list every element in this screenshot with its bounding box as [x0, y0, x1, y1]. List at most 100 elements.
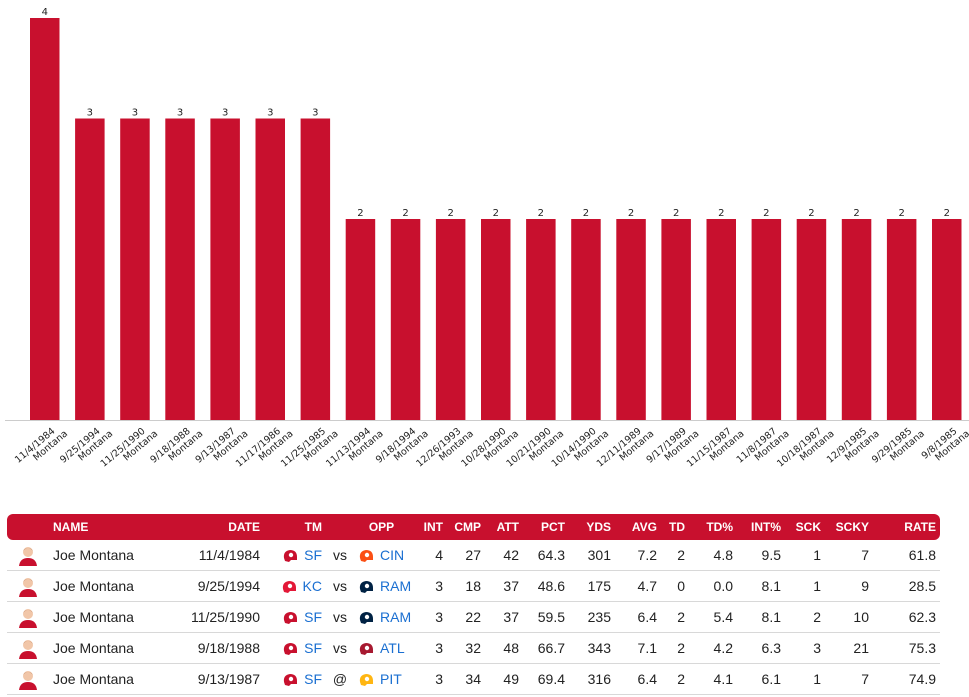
game-date-link[interactable]: 11/25/1990: [149, 601, 264, 633]
team-link[interactable]: SF: [304, 608, 322, 625]
bar-value-label: 2: [628, 208, 634, 219]
game-date-link[interactable]: 9/25/1994: [149, 570, 264, 602]
bar[interactable]: [255, 118, 286, 421]
bar-value-label: 2: [718, 208, 724, 219]
sck-value: 1: [785, 540, 825, 571]
player-name-link[interactable]: Joe Montana: [49, 663, 149, 695]
team-link[interactable]: SF: [304, 639, 322, 656]
bar[interactable]: [886, 219, 917, 420]
bar[interactable]: [706, 219, 737, 420]
team-cell: SF: [264, 663, 326, 695]
header-sck[interactable]: SCK: [785, 514, 825, 540]
bar[interactable]: [796, 219, 827, 420]
opponent-cell: CIN: [354, 540, 409, 571]
yds-value: 235: [569, 601, 615, 633]
header-pct[interactable]: PCT: [523, 514, 569, 540]
bar-value-label: 2: [944, 208, 950, 219]
team-cell: KC: [264, 570, 326, 602]
header-td[interactable]: TD: [661, 514, 689, 540]
opponent-helmet-icon: [359, 643, 373, 656]
bar[interactable]: [210, 118, 240, 421]
bar-value-label: 3: [267, 108, 273, 119]
bar[interactable]: [661, 219, 691, 420]
att-value: 37: [485, 601, 523, 633]
pct-value: 69.4: [523, 663, 569, 695]
bar[interactable]: [481, 219, 511, 420]
bar-value-label: 3: [312, 108, 318, 119]
bar[interactable]: [571, 219, 601, 420]
bar[interactable]: [120, 118, 150, 421]
header-opp[interactable]: OPP: [354, 514, 409, 540]
bar[interactable]: [390, 219, 421, 420]
scky-value: 10: [825, 601, 873, 633]
opponent-helmet-icon: [359, 612, 373, 625]
player-name-link[interactable]: Joe Montana: [49, 570, 149, 602]
header-int[interactable]: INT: [409, 514, 447, 540]
player-avatar-icon: [19, 609, 37, 628]
opponent-link[interactable]: RAM: [380, 577, 412, 594]
player-name-link[interactable]: Joe Montana: [49, 632, 149, 664]
team-link[interactable]: KC: [302, 577, 322, 594]
bar[interactable]: [75, 118, 105, 421]
td-value: 2: [661, 632, 689, 664]
home-away: vs: [326, 540, 354, 571]
header-name[interactable]: NAME: [49, 514, 149, 540]
bar-value-label: 2: [447, 208, 453, 219]
bar[interactable]: [435, 219, 466, 420]
opponent-link[interactable]: CIN: [380, 546, 405, 563]
header-att[interactable]: ATT: [485, 514, 523, 540]
bar[interactable]: [345, 219, 376, 420]
header-date[interactable]: DATE: [149, 514, 264, 540]
header-rate[interactable]: RATE: [873, 514, 940, 540]
game-date-link[interactable]: 9/13/1987: [149, 663, 264, 695]
team-cell: SF: [264, 540, 326, 571]
header-tm[interactable]: TM: [264, 514, 326, 540]
bar[interactable]: [526, 219, 556, 420]
player-name-link[interactable]: Joe Montana: [49, 601, 149, 633]
team-helmet-icon: [283, 674, 298, 687]
cmp-value: 22: [447, 601, 485, 633]
scky-value: 9: [825, 570, 873, 602]
opponent-link[interactable]: PIT: [380, 670, 402, 687]
game-date-link[interactable]: 11/4/1984: [149, 540, 264, 571]
header-td-pct[interactable]: TD%: [689, 514, 737, 540]
bar[interactable]: [751, 219, 782, 420]
header-int-pct[interactable]: INT%: [737, 514, 785, 540]
yds-value: 343: [569, 632, 615, 664]
home-away: @: [326, 663, 354, 695]
yds-value: 316: [569, 663, 615, 695]
int-value: 4: [409, 540, 447, 571]
bar[interactable]: [616, 219, 646, 420]
avg-value: 6.4: [615, 601, 661, 633]
int-value: 3: [409, 632, 447, 664]
player-name-link[interactable]: Joe Montana: [49, 540, 149, 571]
header-cmp[interactable]: CMP: [447, 514, 485, 540]
bar[interactable]: [300, 118, 331, 421]
game-date-link[interactable]: 9/18/1988: [149, 632, 264, 664]
opponent-link[interactable]: RAM: [380, 608, 412, 625]
bar[interactable]: [841, 219, 872, 420]
player-avatar-cell: [7, 601, 49, 633]
header-scky[interactable]: SCKY: [825, 514, 873, 540]
bar[interactable]: [30, 18, 60, 420]
att-value: 37: [485, 570, 523, 602]
bar-value-label: 2: [493, 208, 499, 219]
bar-value-label: 2: [808, 208, 814, 219]
bar[interactable]: [165, 118, 195, 421]
int-value: 3: [409, 601, 447, 633]
bar-value-label: 2: [853, 208, 859, 219]
rate-value: 28.5: [873, 570, 940, 602]
header-yds[interactable]: YDS: [569, 514, 615, 540]
bar[interactable]: [932, 219, 962, 420]
bar-value-label: 2: [898, 208, 904, 219]
header-avg[interactable]: AVG: [615, 514, 661, 540]
int-pct-value: 9.5: [737, 540, 785, 571]
table-row: Joe Montana 11/4/1984 SF vs CIN 4 27 42 64.3 301 7…: [7, 540, 940, 571]
bar-value-label: 3: [222, 108, 228, 119]
team-link[interactable]: SF: [304, 546, 322, 563]
bar-value-label: 2: [763, 208, 769, 219]
opponent-link[interactable]: ATL: [380, 639, 405, 656]
team-link[interactable]: SF: [304, 670, 322, 687]
sck-value: 1: [785, 663, 825, 695]
int-pct-value: 8.1: [737, 570, 785, 602]
